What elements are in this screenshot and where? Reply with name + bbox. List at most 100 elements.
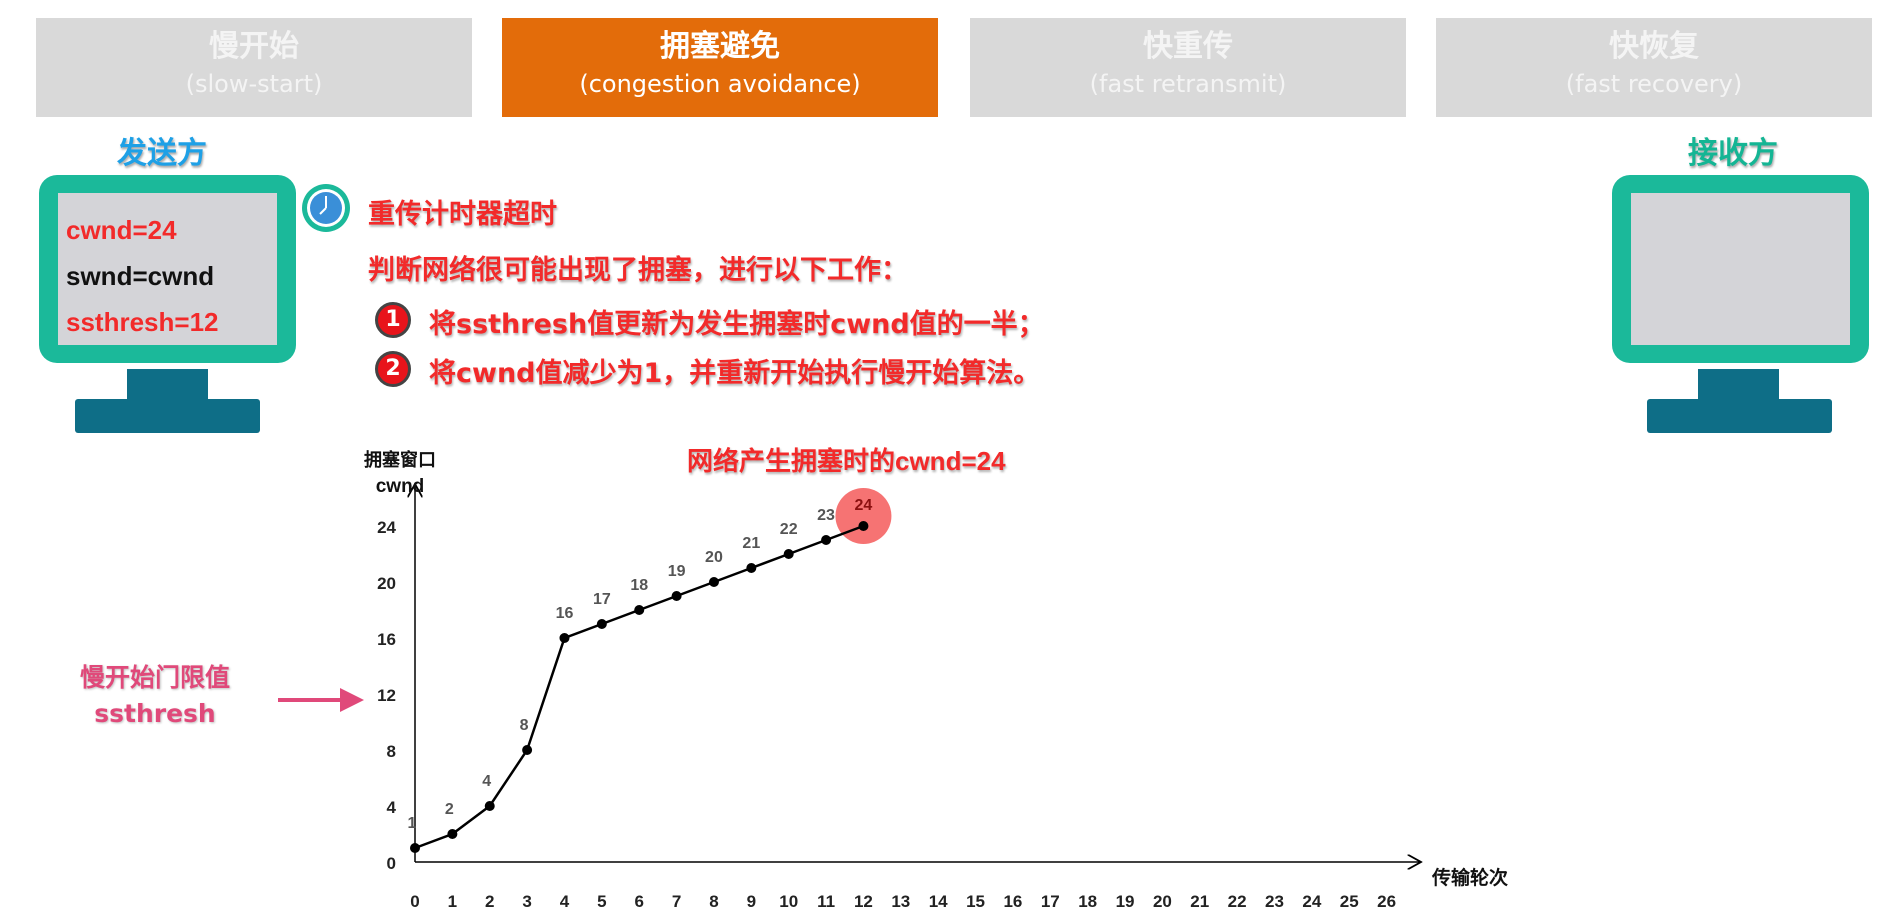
x-tick-label: 1 bbox=[448, 892, 457, 911]
tab-1[interactable]: 拥塞避免 (congestion avoidance) bbox=[502, 18, 938, 117]
data-point bbox=[671, 591, 682, 601]
sender-screen: cwnd=24 swnd=cwnd ssthresh=12 bbox=[58, 193, 277, 345]
x-tick-label: 9 bbox=[747, 892, 756, 911]
y-axis-label: 拥塞窗口 bbox=[364, 449, 436, 470]
x-tick-label: 7 bbox=[672, 892, 681, 911]
sender-monitor: cwnd=24 swnd=cwnd ssthresh=12 bbox=[39, 175, 296, 363]
x-tick-label: 26 bbox=[1377, 892, 1396, 911]
data-point bbox=[746, 563, 757, 573]
data-point bbox=[634, 605, 645, 615]
data-point bbox=[447, 829, 458, 839]
ssthresh-label: 慢开始门限值 ssthresh bbox=[60, 660, 250, 732]
receiver-monitor bbox=[1612, 175, 1869, 363]
x-tick-label: 17 bbox=[1041, 892, 1060, 911]
cwnd-value: cwnd=24 bbox=[66, 215, 177, 245]
x-tick-label: 19 bbox=[1116, 892, 1135, 911]
x-tick-label: 8 bbox=[709, 892, 718, 911]
x-tick-label: 22 bbox=[1228, 892, 1247, 911]
ssthresh-value: ssthresh=12 bbox=[66, 307, 219, 337]
x-tick-label: 25 bbox=[1340, 892, 1359, 911]
ssthresh-label-cn: 慢开始门限值 bbox=[79, 663, 230, 692]
data-point bbox=[708, 577, 719, 587]
data-label: 2 bbox=[445, 801, 454, 818]
tab-title: 快恢复 bbox=[1609, 29, 1699, 64]
x-tick-label: 6 bbox=[634, 892, 643, 911]
receiver-monitor-base bbox=[1647, 399, 1832, 433]
tab-subtitle: (fast recovery) bbox=[1565, 70, 1743, 98]
tab-subtitle: (congestion avoidance) bbox=[579, 70, 861, 98]
y-tick-label: 20 bbox=[377, 574, 396, 593]
y-tick-label: 0 bbox=[387, 854, 396, 873]
data-point bbox=[410, 843, 420, 853]
data-point bbox=[821, 535, 832, 545]
receiver-label: 接收方 bbox=[1688, 136, 1778, 171]
data-label: 4 bbox=[482, 773, 491, 790]
x-tick-label: 12 bbox=[854, 892, 873, 911]
y-tick-label: 16 bbox=[377, 630, 396, 649]
tab-0[interactable]: 慢开始 (slow-start) bbox=[36, 18, 472, 117]
clock-icon bbox=[302, 184, 350, 232]
data-label: 21 bbox=[742, 535, 760, 552]
tab-3[interactable]: 快恢复 (fast recovery) bbox=[1436, 18, 1872, 117]
y-tick-label: 8 bbox=[387, 742, 396, 761]
sender-monitor-neck bbox=[127, 369, 208, 401]
data-point bbox=[522, 745, 533, 755]
ssthresh-label-en: ssthresh bbox=[94, 699, 216, 728]
y-tick-label: 24 bbox=[377, 518, 396, 537]
event-title: 重传计时器超时 bbox=[368, 199, 557, 230]
x-tick-label: 21 bbox=[1190, 892, 1209, 911]
data-point bbox=[559, 633, 570, 643]
tab-title: 拥塞避免 bbox=[660, 29, 780, 64]
data-label: 18 bbox=[630, 577, 648, 594]
x-tick-label: 2 bbox=[485, 892, 494, 911]
congestion-annotation: 网络产生拥塞时的cwnd=24 bbox=[687, 446, 1006, 476]
x-tick-label: 24 bbox=[1302, 892, 1321, 911]
x-tick-label: 15 bbox=[966, 892, 985, 911]
step-text-1: 将ssthresh值更新为发生拥塞时cwnd值的一半； bbox=[429, 309, 1045, 340]
y-tick-label: 12 bbox=[377, 686, 396, 705]
data-label: 17 bbox=[593, 591, 611, 608]
step-badge-2: 2 bbox=[375, 351, 411, 387]
data-label: 1 bbox=[408, 815, 417, 832]
x-tick-label: 13 bbox=[891, 892, 910, 911]
tab-subtitle: (slow-start) bbox=[185, 70, 323, 98]
data-label: 19 bbox=[668, 563, 686, 580]
data-label: 22 bbox=[780, 521, 798, 538]
swnd-value: swnd=cwnd bbox=[66, 261, 215, 291]
event-desc: 判断网络很可能出现了拥塞，进行以下工作： bbox=[368, 255, 908, 286]
step-text-2: 将cwnd值减少为1，并重新开始执行慢开始算法。 bbox=[429, 358, 1041, 389]
x-tick-label: 14 bbox=[929, 892, 948, 911]
x-tick-label: 23 bbox=[1265, 892, 1284, 911]
x-axis-label: 传输轮次 bbox=[1431, 866, 1508, 889]
data-point bbox=[596, 619, 607, 629]
x-tick-label: 4 bbox=[560, 892, 570, 911]
x-tick-label: 11 bbox=[817, 892, 835, 911]
sender-label: 发送方 bbox=[117, 136, 207, 171]
receiver-screen bbox=[1631, 193, 1850, 345]
x-tick-label: 16 bbox=[1003, 892, 1022, 911]
x-tick-label: 3 bbox=[522, 892, 531, 911]
x-tick-label: 0 bbox=[410, 892, 419, 911]
y-axis-unit: cwnd bbox=[376, 476, 425, 497]
data-point bbox=[484, 801, 495, 811]
x-tick-label: 20 bbox=[1153, 892, 1172, 911]
data-label: 20 bbox=[705, 549, 723, 566]
x-tick-label: 10 bbox=[779, 892, 798, 911]
tab-title: 快重传 bbox=[1143, 29, 1233, 64]
step-badge-1: 1 bbox=[375, 302, 411, 338]
tab-title: 慢开始 bbox=[209, 29, 299, 64]
x-tick-label: 5 bbox=[597, 892, 606, 911]
data-label: 16 bbox=[556, 605, 574, 622]
data-point bbox=[783, 549, 794, 559]
tab-subtitle: (fast retransmit) bbox=[1089, 70, 1287, 98]
data-label: 23 bbox=[817, 507, 835, 524]
data-point bbox=[858, 521, 869, 531]
cwnd-line bbox=[414, 524, 864, 850]
tab-2[interactable]: 快重传 (fast retransmit) bbox=[970, 18, 1406, 117]
sender-monitor-base bbox=[75, 399, 260, 433]
receiver-monitor-neck bbox=[1698, 369, 1779, 401]
x-tick-label: 18 bbox=[1078, 892, 1097, 911]
data-label: 24 bbox=[855, 497, 873, 514]
y-tick-label: 4 bbox=[387, 798, 397, 817]
